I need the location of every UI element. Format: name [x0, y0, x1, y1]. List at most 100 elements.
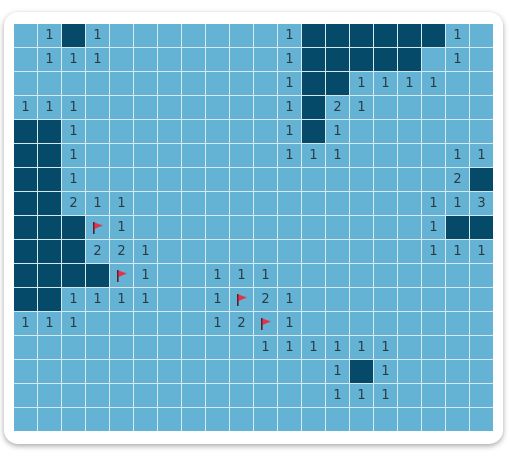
empty-cell[interactable]	[110, 168, 133, 191]
empty-cell[interactable]	[182, 336, 205, 359]
empty-cell[interactable]	[302, 288, 325, 311]
empty-cell[interactable]	[110, 72, 133, 95]
empty-cell[interactable]	[14, 336, 37, 359]
number-cell[interactable]: 1	[326, 120, 349, 143]
empty-cell[interactable]	[230, 24, 253, 47]
empty-cell[interactable]	[110, 24, 133, 47]
empty-cell[interactable]	[302, 312, 325, 335]
empty-cell[interactable]	[86, 120, 109, 143]
empty-cell[interactable]	[134, 192, 157, 215]
empty-cell[interactable]	[422, 120, 445, 143]
empty-cell[interactable]	[14, 24, 37, 47]
empty-cell[interactable]	[110, 312, 133, 335]
empty-cell[interactable]	[182, 408, 205, 431]
empty-cell[interactable]	[254, 408, 277, 431]
empty-cell[interactable]	[158, 408, 181, 431]
hidden-cell[interactable]	[470, 168, 493, 191]
hidden-cell[interactable]	[38, 216, 61, 239]
empty-cell[interactable]	[110, 384, 133, 407]
flagged-cell[interactable]	[230, 288, 253, 311]
empty-cell[interactable]	[254, 144, 277, 167]
empty-cell[interactable]	[182, 192, 205, 215]
hidden-cell[interactable]	[14, 240, 37, 263]
empty-cell[interactable]	[374, 120, 397, 143]
hidden-cell[interactable]	[302, 24, 325, 47]
empty-cell[interactable]	[302, 168, 325, 191]
hidden-cell[interactable]	[422, 24, 445, 47]
number-cell[interactable]: 1	[470, 240, 493, 263]
empty-cell[interactable]	[158, 144, 181, 167]
number-cell[interactable]: 1	[62, 288, 85, 311]
hidden-cell[interactable]	[14, 264, 37, 287]
empty-cell[interactable]	[254, 192, 277, 215]
empty-cell[interactable]	[182, 312, 205, 335]
hidden-cell[interactable]	[446, 216, 469, 239]
empty-cell[interactable]	[158, 96, 181, 119]
empty-cell[interactable]	[398, 168, 421, 191]
hidden-cell[interactable]	[86, 264, 109, 287]
empty-cell[interactable]	[302, 240, 325, 263]
empty-cell[interactable]	[134, 24, 157, 47]
empty-cell[interactable]	[110, 120, 133, 143]
empty-cell[interactable]	[374, 264, 397, 287]
empty-cell[interactable]	[158, 288, 181, 311]
empty-cell[interactable]	[206, 384, 229, 407]
empty-cell[interactable]	[254, 24, 277, 47]
empty-cell[interactable]	[134, 336, 157, 359]
empty-cell[interactable]	[398, 192, 421, 215]
number-cell[interactable]: 1	[278, 48, 301, 71]
empty-cell[interactable]	[182, 168, 205, 191]
empty-cell[interactable]	[470, 264, 493, 287]
empty-cell[interactable]	[206, 216, 229, 239]
empty-cell[interactable]	[470, 48, 493, 71]
number-cell[interactable]: 1	[350, 384, 373, 407]
empty-cell[interactable]	[86, 408, 109, 431]
empty-cell[interactable]	[422, 384, 445, 407]
empty-cell[interactable]	[14, 408, 37, 431]
number-cell[interactable]: 1	[446, 240, 469, 263]
empty-cell[interactable]	[470, 336, 493, 359]
number-cell[interactable]: 1	[14, 312, 37, 335]
empty-cell[interactable]	[158, 48, 181, 71]
empty-cell[interactable]	[206, 240, 229, 263]
number-cell[interactable]: 1	[374, 72, 397, 95]
empty-cell[interactable]	[254, 96, 277, 119]
empty-cell[interactable]	[302, 360, 325, 383]
empty-cell[interactable]	[230, 408, 253, 431]
empty-cell[interactable]	[182, 360, 205, 383]
hidden-cell[interactable]	[38, 168, 61, 191]
hidden-cell[interactable]	[350, 24, 373, 47]
empty-cell[interactable]	[86, 312, 109, 335]
number-cell[interactable]: 1	[422, 72, 445, 95]
hidden-cell[interactable]	[398, 48, 421, 71]
number-cell[interactable]: 1	[278, 312, 301, 335]
number-cell[interactable]: 1	[374, 384, 397, 407]
hidden-cell[interactable]	[14, 144, 37, 167]
hidden-cell[interactable]	[62, 24, 85, 47]
empty-cell[interactable]	[278, 264, 301, 287]
hidden-cell[interactable]	[374, 48, 397, 71]
number-cell[interactable]: 1	[206, 264, 229, 287]
number-cell[interactable]: 1	[350, 72, 373, 95]
number-cell[interactable]: 1	[278, 96, 301, 119]
empty-cell[interactable]	[14, 360, 37, 383]
hidden-cell[interactable]	[14, 216, 37, 239]
empty-cell[interactable]	[446, 120, 469, 143]
number-cell[interactable]: 1	[62, 312, 85, 335]
empty-cell[interactable]	[446, 336, 469, 359]
empty-cell[interactable]	[134, 384, 157, 407]
empty-cell[interactable]	[254, 168, 277, 191]
empty-cell[interactable]	[446, 72, 469, 95]
number-cell[interactable]: 1	[38, 312, 61, 335]
hidden-cell[interactable]	[62, 216, 85, 239]
empty-cell[interactable]	[206, 96, 229, 119]
empty-cell[interactable]	[230, 96, 253, 119]
hidden-cell[interactable]	[350, 360, 373, 383]
number-cell[interactable]: 1	[302, 144, 325, 167]
empty-cell[interactable]	[230, 48, 253, 71]
empty-cell[interactable]	[182, 216, 205, 239]
empty-cell[interactable]	[182, 240, 205, 263]
empty-cell[interactable]	[62, 408, 85, 431]
number-cell[interactable]: 1	[422, 216, 445, 239]
empty-cell[interactable]	[470, 24, 493, 47]
